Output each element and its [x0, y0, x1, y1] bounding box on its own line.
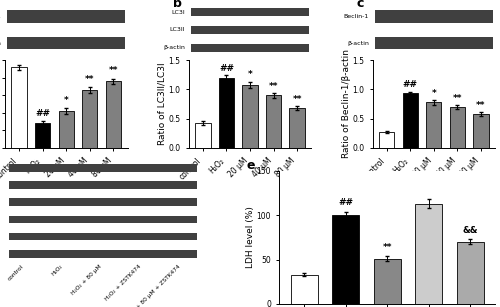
- Bar: [58, 111, 74, 148]
- Bar: [106, 81, 121, 148]
- Bar: [9, 233, 197, 240]
- Bar: [9, 216, 197, 223]
- Text: ##: ##: [219, 64, 234, 73]
- Bar: [290, 275, 318, 304]
- Bar: [374, 259, 400, 304]
- Bar: [402, 93, 418, 148]
- Text: **: **: [85, 75, 94, 84]
- Bar: [219, 78, 234, 148]
- Text: ##: ##: [338, 198, 353, 207]
- Text: H₂O₂ + ZSTK474: H₂O₂ + ZSTK474: [104, 264, 142, 302]
- Text: &&: &&: [462, 226, 478, 235]
- Bar: [375, 37, 492, 49]
- Bar: [8, 37, 125, 49]
- Text: β-actin: β-actin: [0, 41, 2, 46]
- Text: control: control: [7, 264, 24, 282]
- Text: *: *: [64, 96, 68, 105]
- Text: p-mTOR: p-mTOR: [0, 14, 2, 19]
- Bar: [290, 108, 305, 148]
- Bar: [266, 95, 281, 148]
- Bar: [9, 181, 197, 189]
- Text: **: **: [269, 82, 278, 91]
- Bar: [379, 132, 394, 148]
- Bar: [35, 123, 50, 148]
- Bar: [8, 10, 125, 22]
- Text: **: **: [382, 243, 392, 252]
- Bar: [9, 250, 197, 258]
- Text: H₂O₂ + 80 μM + ZSTK474: H₂O₂ + 80 μM + ZSTK474: [124, 264, 182, 307]
- Bar: [191, 26, 309, 34]
- Bar: [375, 10, 492, 22]
- Text: Beclin-1: Beclin-1: [344, 14, 369, 19]
- Y-axis label: LDH level (%): LDH level (%): [246, 206, 255, 268]
- Bar: [195, 123, 210, 148]
- Text: β-actin: β-actin: [163, 45, 185, 50]
- Bar: [12, 67, 27, 148]
- Text: c: c: [356, 0, 364, 10]
- Bar: [473, 114, 488, 148]
- Text: H₂O₂: H₂O₂: [50, 264, 64, 277]
- Text: **: **: [476, 101, 486, 110]
- Bar: [332, 215, 359, 304]
- Text: b: b: [173, 0, 182, 10]
- Text: e: e: [247, 159, 256, 172]
- Text: *: *: [248, 71, 252, 80]
- Bar: [415, 204, 442, 304]
- Text: β-actin: β-actin: [347, 41, 369, 46]
- Bar: [456, 242, 483, 304]
- Bar: [242, 85, 258, 148]
- Bar: [191, 8, 309, 16]
- Bar: [450, 107, 465, 148]
- Y-axis label: Ratio of LC3II/LC3I: Ratio of LC3II/LC3I: [158, 63, 167, 145]
- Bar: [191, 44, 309, 52]
- Text: LC3I: LC3I: [172, 10, 185, 14]
- Text: **: **: [292, 95, 302, 104]
- Bar: [9, 198, 197, 206]
- Text: H₂O₂ + 80 μM: H₂O₂ + 80 μM: [71, 264, 103, 296]
- Text: ##: ##: [35, 109, 50, 118]
- Bar: [82, 90, 98, 148]
- Text: ##: ##: [402, 80, 417, 89]
- Text: *: *: [432, 88, 436, 98]
- Bar: [426, 102, 442, 148]
- Bar: [9, 164, 197, 172]
- Y-axis label: Ratio of Beclin-1/β-actin: Ratio of Beclin-1/β-actin: [342, 49, 350, 158]
- Text: LC3II: LC3II: [170, 27, 185, 32]
- Text: **: **: [452, 94, 462, 103]
- Text: **: **: [108, 66, 118, 75]
